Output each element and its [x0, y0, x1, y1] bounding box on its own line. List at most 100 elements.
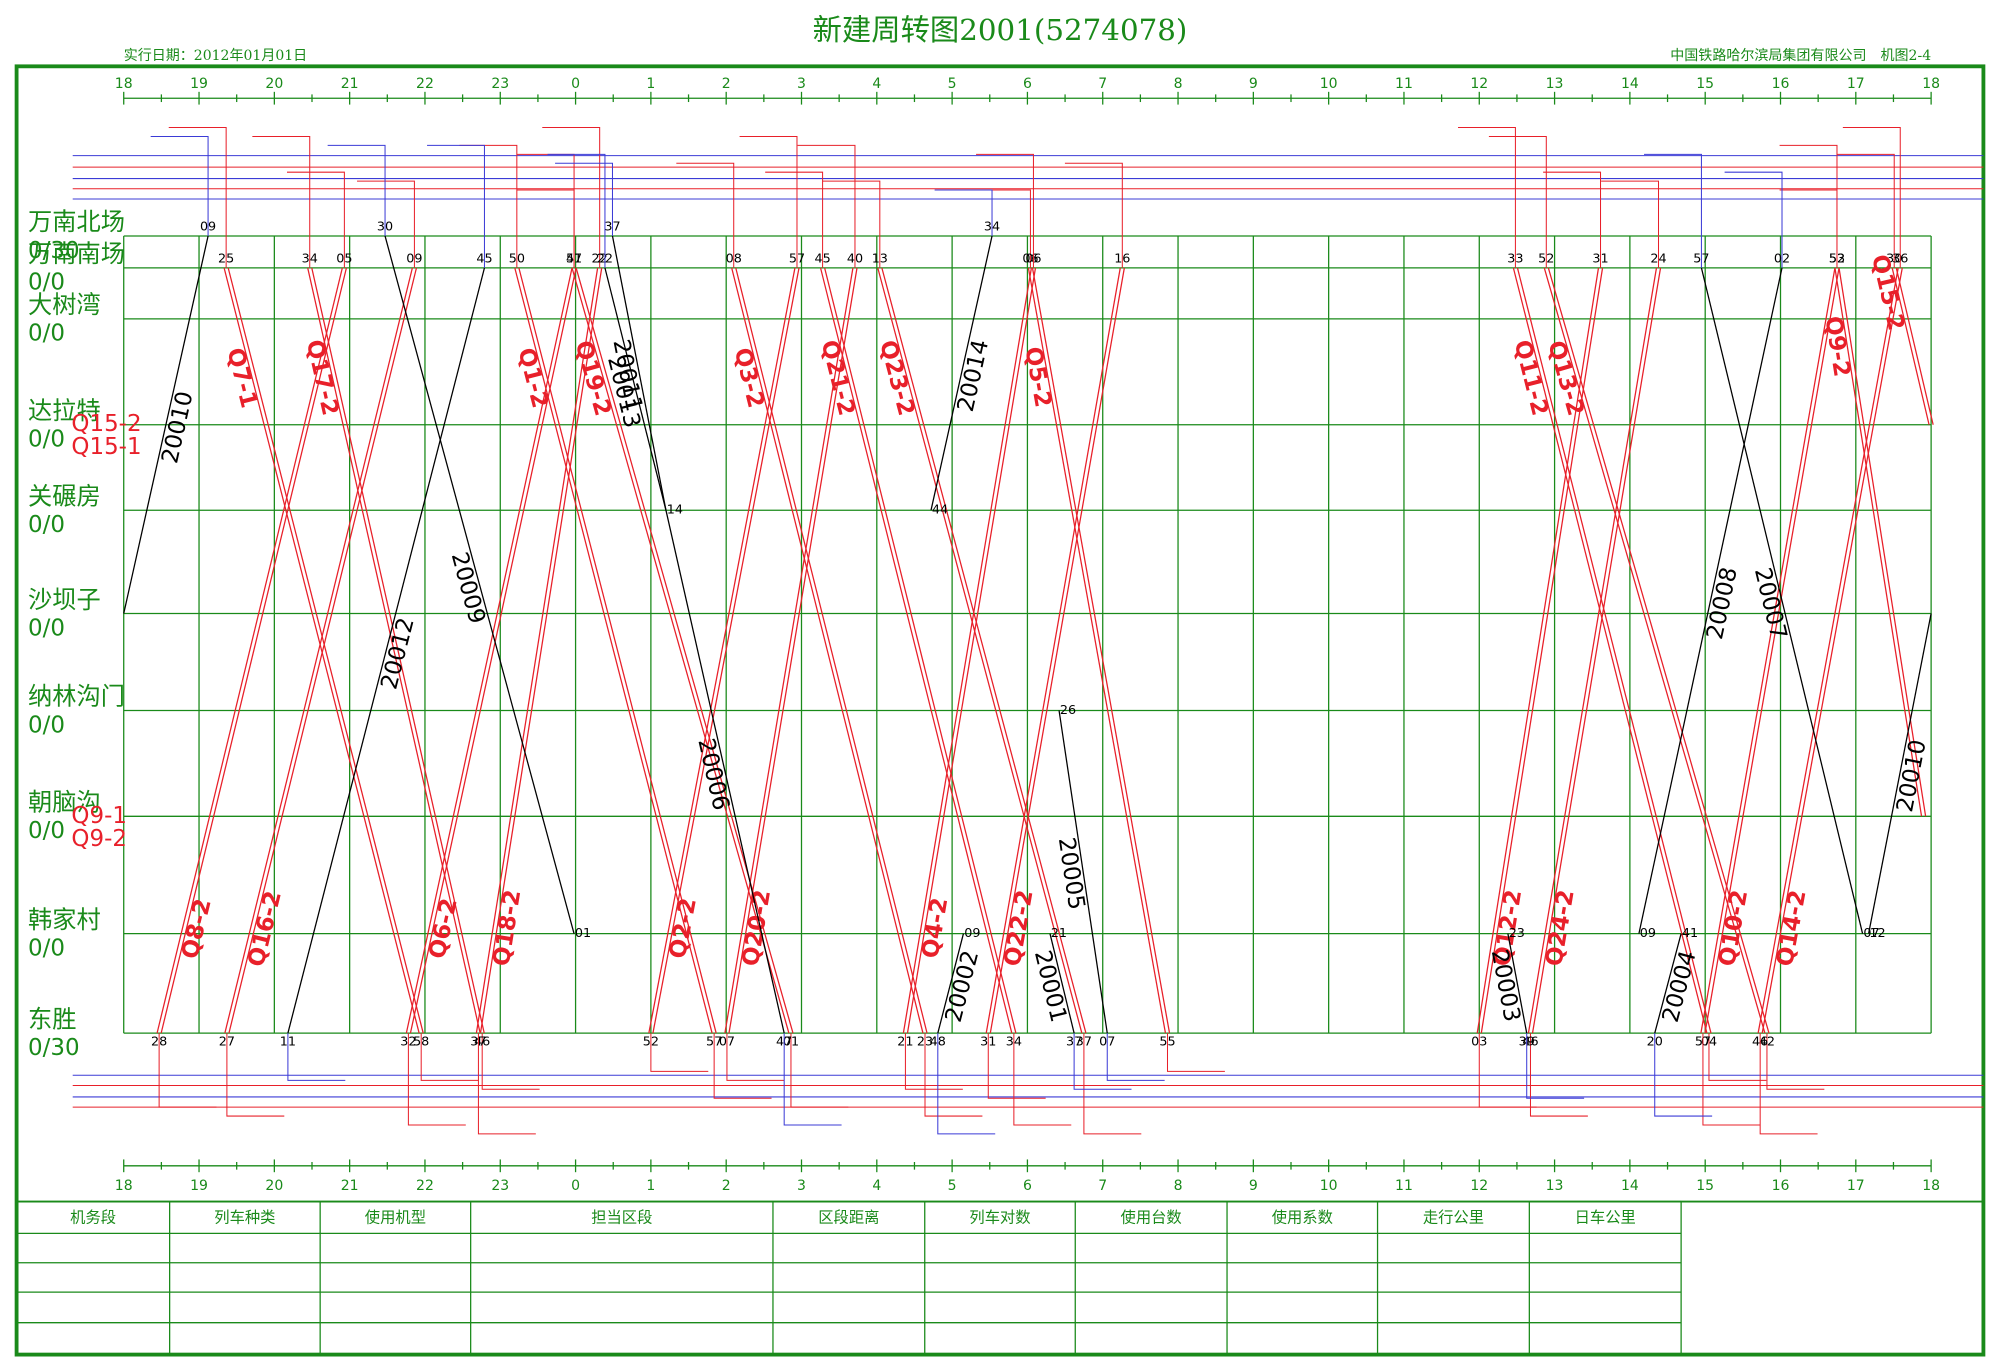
- minute-label: 45: [814, 251, 830, 266]
- minute-label: 37: [604, 220, 620, 235]
- hour-label: 18: [115, 1178, 133, 1194]
- route-line: [168, 127, 227, 268]
- routes: [72, 155, 1984, 1108]
- route-line: [1842, 127, 1901, 268]
- train-line: [1531, 267, 1662, 1034]
- minute-label: 21: [1051, 926, 1067, 941]
- route-line: [1601, 180, 1660, 268]
- route-line: [555, 162, 613, 236]
- minute-label: 01: [575, 926, 591, 941]
- minute-label: 46: [1752, 1035, 1768, 1050]
- station-mark: Q9-1: [71, 803, 127, 829]
- minute-label: 48: [930, 1035, 946, 1050]
- minute-label: 07: [1099, 1035, 1115, 1050]
- minute-label: 28: [151, 1035, 167, 1050]
- station-count: 0/0: [28, 427, 65, 453]
- minute-label: 06: [1025, 251, 1041, 266]
- station-name: 万南南场: [28, 240, 125, 268]
- train-line: [160, 267, 348, 1034]
- hour-label: 18: [115, 76, 133, 92]
- minute-label: 36: [1892, 251, 1908, 266]
- minute-label: 02: [1774, 251, 1790, 266]
- route-line: [427, 144, 485, 268]
- train-line: [384, 235, 575, 934]
- hour-label: 7: [1098, 76, 1107, 92]
- route-line: [1654, 1033, 1713, 1117]
- hour-label: 1: [646, 1178, 655, 1194]
- hour-label: 23: [491, 76, 509, 92]
- hour-label: 5: [948, 1178, 957, 1194]
- minute-label: 58: [413, 1035, 429, 1050]
- minute-label: 08: [726, 251, 742, 266]
- train-line: [307, 267, 481, 1034]
- minute-label: 27: [219, 1035, 235, 1050]
- train-line: [604, 267, 667, 511]
- station-name: 纳林沟门: [28, 683, 125, 711]
- train-line: [123, 235, 209, 614]
- hour-label: 12: [1470, 76, 1488, 92]
- route-line: [1083, 1033, 1142, 1135]
- minute-label: 14: [667, 503, 683, 518]
- train-line: [989, 267, 1125, 1034]
- hour-label: 9: [1249, 76, 1258, 92]
- minute-label: 37: [470, 1035, 486, 1050]
- minute-label: 24: [1650, 251, 1666, 266]
- train-line: [1058, 710, 1108, 1034]
- route-line: [1759, 1033, 1818, 1135]
- train-line: [877, 267, 1083, 1034]
- minute-label: 30: [1886, 251, 1902, 266]
- route-line: [420, 1033, 479, 1081]
- minute-label: 39: [1519, 1035, 1535, 1050]
- date: 实行日期：2012年01月01日: [124, 48, 307, 64]
- table-header: 使用机型: [365, 1209, 426, 1227]
- train-line: [228, 267, 418, 1034]
- train-line: [575, 267, 794, 1034]
- route-line: [547, 153, 606, 268]
- station-count: 0/0: [28, 615, 65, 641]
- minute-label: 22: [597, 251, 613, 266]
- route-line: [357, 180, 415, 268]
- minute-label: 52: [643, 1035, 659, 1050]
- route-line: [650, 1033, 709, 1072]
- train-line: [518, 267, 717, 1034]
- minute-label: 09: [1640, 926, 1656, 941]
- minute-label: 42: [1759, 1035, 1775, 1050]
- route-line: [1458, 127, 1516, 268]
- minute-label: 09: [200, 220, 216, 235]
- train-line: [409, 267, 577, 1034]
- route-line: [481, 1033, 540, 1090]
- table-header: 日车公里: [1575, 1209, 1636, 1227]
- minute-label: 23: [917, 1035, 933, 1050]
- route-line: [150, 135, 209, 236]
- route-line: [226, 1033, 285, 1117]
- route-line: [477, 1033, 536, 1135]
- hour-label: 3: [797, 1178, 806, 1194]
- train-line: [881, 267, 1087, 1034]
- route-line: [1724, 171, 1783, 268]
- minute-label: 37: [1066, 1035, 1082, 1050]
- minute-label: 41: [1682, 926, 1698, 941]
- hour-label: 20: [265, 1178, 283, 1194]
- train-line: [156, 267, 343, 1034]
- minute-label: 21: [897, 1035, 913, 1050]
- minute-label: 20: [1647, 1035, 1663, 1050]
- train-line: [1654, 933, 1682, 1034]
- train-line: [731, 267, 924, 1034]
- train-line: [223, 267, 420, 1034]
- station-name: 达拉特: [28, 397, 101, 425]
- hour-label: 12: [1470, 1178, 1488, 1194]
- train-line: [1838, 267, 1927, 817]
- minute-label: 25: [218, 251, 234, 266]
- train-line: [1700, 267, 1864, 934]
- route-line: [765, 171, 824, 268]
- minute-label: 31: [1592, 251, 1608, 266]
- minute-label: 47: [776, 1035, 792, 1050]
- hour-label: 10: [1320, 76, 1338, 92]
- station-name: 朝脑沟: [28, 789, 101, 817]
- hour-label: 1: [646, 76, 655, 92]
- hour-label: 11: [1395, 76, 1413, 92]
- train-line: [311, 267, 485, 1034]
- hour-label: 4: [872, 76, 881, 92]
- train-line: [1516, 267, 1712, 1034]
- hour-label: 3: [797, 76, 806, 92]
